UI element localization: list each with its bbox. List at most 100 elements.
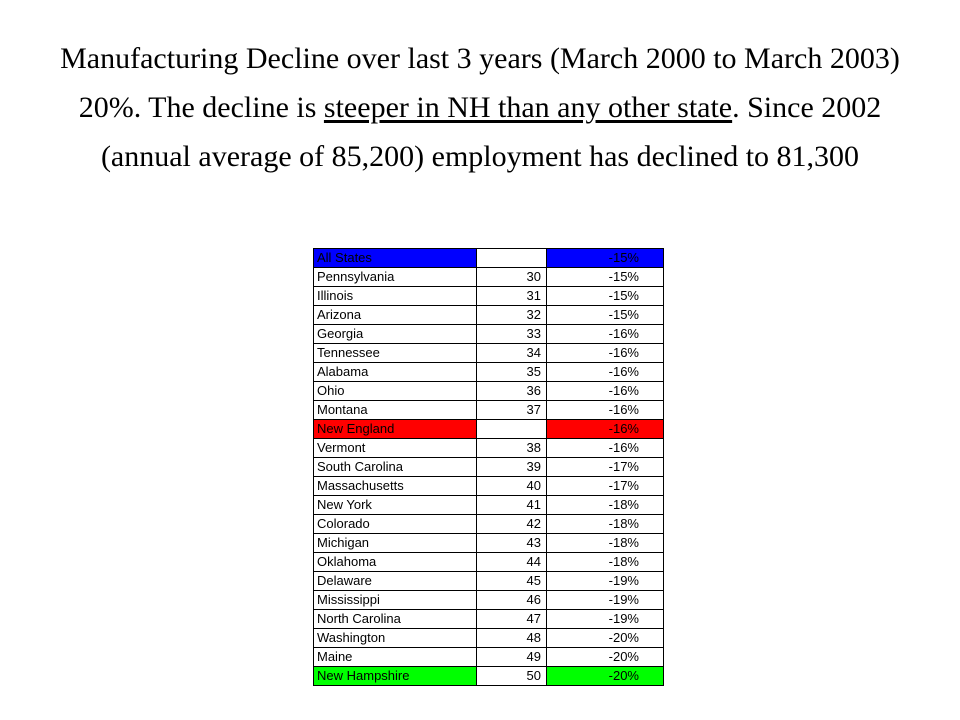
percent-change-cell: -16% [546, 400, 664, 420]
percent-change-cell: -18% [546, 495, 664, 515]
table-row: South Carolina 39 -17% [313, 457, 664, 477]
rank-cell: 45 [476, 571, 547, 591]
percent-change-cell: -16% [546, 343, 664, 363]
rank-cell: 35 [476, 362, 547, 382]
rank-cell: 43 [476, 533, 547, 553]
percent-change-cell: -19% [546, 571, 664, 591]
rank-cell: 36 [476, 381, 547, 401]
percent-change-cell: -20% [546, 647, 664, 667]
title-text-1: Manufacturing Decline over last 3 years … [60, 42, 900, 124]
percent-change-cell: -19% [546, 609, 664, 629]
rank-cell: 37 [476, 400, 547, 420]
percent-change-cell: -16% [546, 362, 664, 382]
state-name-cell: Vermont [313, 438, 477, 458]
percent-change-cell: -20% [546, 666, 664, 686]
state-name-cell: Pennsylvania [313, 267, 477, 287]
table-row: Colorado 42 -18% [313, 514, 664, 534]
rank-cell: 46 [476, 590, 547, 610]
percent-change-cell: -18% [546, 552, 664, 572]
table-row: New York 41 -18% [313, 495, 664, 515]
rank-cell: 33 [476, 324, 547, 344]
percent-change-cell: -15% [546, 286, 664, 306]
rank-cell: 47 [476, 609, 547, 629]
table-body: All States -15% Pennsylvania 30 -15% Illinois… [313, 248, 664, 686]
slide-title: Manufacturing Decline over last 3 years … [40, 34, 920, 181]
rank-cell: 42 [476, 514, 547, 534]
table-row: North Carolina 47 -19% [313, 609, 664, 629]
table-row: New Hampshire 50 -20% [313, 666, 664, 686]
percent-change-cell: -18% [546, 514, 664, 534]
state-name-cell: Delaware [313, 571, 477, 591]
rank-cell: 32 [476, 305, 547, 325]
table-row: Delaware 45 -19% [313, 571, 664, 591]
table-row: Washington 48 -20% [313, 628, 664, 648]
table-row: Arizona 32 -15% [313, 305, 664, 325]
state-name-cell: New York [313, 495, 477, 515]
state-name-cell: Alabama [313, 362, 477, 382]
percent-change-cell: -19% [546, 590, 664, 610]
table-row: Ohio 36 -16% [313, 381, 664, 401]
table-row: Montana 37 -16% [313, 400, 664, 420]
rank-cell: 40 [476, 476, 547, 496]
state-name-cell: New England [313, 419, 477, 439]
table-row: Illinois 31 -15% [313, 286, 664, 306]
percent-change-cell: -16% [546, 324, 664, 344]
percent-change-cell: -17% [546, 476, 664, 496]
percent-change-cell: -18% [546, 533, 664, 553]
state-name-cell: Michigan [313, 533, 477, 553]
percent-change-cell: -20% [546, 628, 664, 648]
state-ranking-table: All States -15% Pennsylvania 30 -15% Illinois… [313, 248, 664, 686]
rank-cell [476, 248, 547, 268]
rank-cell [476, 419, 547, 439]
table-row: All States -15% [313, 248, 664, 268]
table-row: Vermont 38 -16% [313, 438, 664, 458]
percent-change-cell: -16% [546, 438, 664, 458]
rank-cell: 31 [476, 286, 547, 306]
rank-cell: 49 [476, 647, 547, 667]
percent-change-cell: -15% [546, 248, 664, 268]
rank-cell: 34 [476, 343, 547, 363]
table-row: Alabama 35 -16% [313, 362, 664, 382]
rank-cell: 50 [476, 666, 547, 686]
table-row: Georgia 33 -16% [313, 324, 664, 344]
percent-change-cell: -16% [546, 381, 664, 401]
table-row: Tennessee 34 -16% [313, 343, 664, 363]
table-row: Oklahoma 44 -18% [313, 552, 664, 572]
state-name-cell: Colorado [313, 514, 477, 534]
rank-cell: 30 [476, 267, 547, 287]
state-name-cell: South Carolina [313, 457, 477, 477]
table-row: New England -16% [313, 419, 664, 439]
rank-cell: 48 [476, 628, 547, 648]
state-name-cell: New Hampshire [313, 666, 477, 686]
state-name-cell: Washington [313, 628, 477, 648]
table-row: Mississippi 46 -19% [313, 590, 664, 610]
state-name-cell: Oklahoma [313, 552, 477, 572]
state-name-cell: North Carolina [313, 609, 477, 629]
rank-cell: 39 [476, 457, 547, 477]
state-name-cell: Georgia [313, 324, 477, 344]
percent-change-cell: -15% [546, 305, 664, 325]
table-row: Massachusetts 40 -17% [313, 476, 664, 496]
rank-cell: 41 [476, 495, 547, 515]
state-name-cell: Arizona [313, 305, 477, 325]
rank-cell: 44 [476, 552, 547, 572]
table-row: Pennsylvania 30 -15% [313, 267, 664, 287]
title-underlined-text: steeper in NH than any other state [323, 91, 733, 124]
state-ranking-table-container: All States -15% Pennsylvania 30 -15% Illinois… [313, 248, 664, 686]
table-row: Michigan 43 -18% [313, 533, 664, 553]
state-name-cell: Tennessee [313, 343, 477, 363]
title-text-2: . Since 2002 (annual average of 85,200) … [100, 91, 882, 173]
table-row: Maine 49 -20% [313, 647, 664, 667]
state-name-cell: All States [313, 248, 477, 268]
percent-change-cell: -17% [546, 457, 664, 477]
state-name-cell: Ohio [313, 381, 477, 401]
state-name-cell: Mississippi [313, 590, 477, 610]
state-name-cell: Massachusetts [313, 476, 477, 496]
rank-cell: 38 [476, 438, 547, 458]
state-name-cell: Maine [313, 647, 477, 667]
percent-change-cell: -15% [546, 267, 664, 287]
state-name-cell: Illinois [313, 286, 477, 306]
percent-change-cell: -16% [546, 419, 664, 439]
state-name-cell: Montana [313, 400, 477, 420]
